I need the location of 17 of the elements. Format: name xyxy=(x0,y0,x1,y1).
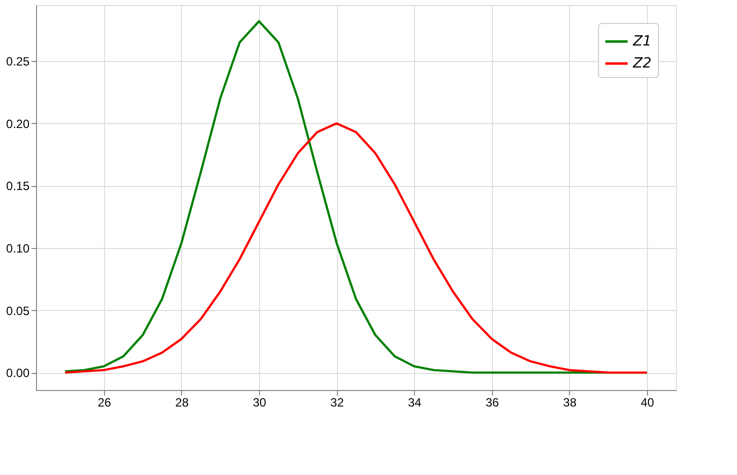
x-tick-label: 36 xyxy=(486,396,500,410)
y-tick-label: 0.00 xyxy=(6,366,30,380)
y-tick-label: 0.10 xyxy=(6,241,30,256)
y-tick-label: 0.25 xyxy=(6,54,30,69)
y-tick-label: 0.15 xyxy=(6,179,30,194)
x-tick-label: 32 xyxy=(330,396,344,410)
x-tick-label: 40 xyxy=(640,396,654,410)
x-tick-label: 28 xyxy=(175,396,189,410)
y-tick-label: 0.20 xyxy=(6,116,30,131)
x-tick-label: 34 xyxy=(408,396,422,410)
legend-label: Z2 xyxy=(632,56,652,72)
x-tick-label: 30 xyxy=(252,396,267,410)
legend-label: Z1 xyxy=(632,34,652,50)
x-tick-label: 38 xyxy=(563,396,577,410)
x-tick-label: 26 xyxy=(98,396,112,410)
line-series xyxy=(64,122,648,374)
y-tick-label: 0.05 xyxy=(6,304,30,318)
